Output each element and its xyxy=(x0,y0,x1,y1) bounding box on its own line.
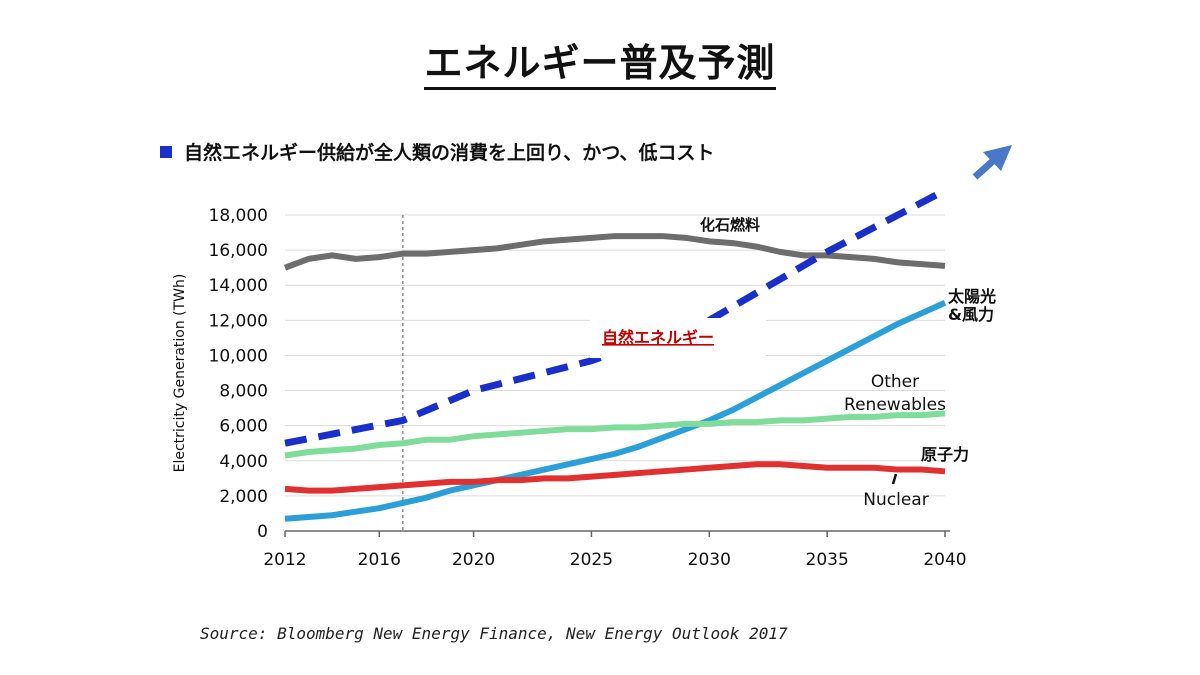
x-tick-label: 2016 xyxy=(358,550,401,570)
series-line-nuclear xyxy=(284,461,946,494)
series-line-solar_wind xyxy=(284,300,947,522)
label-fossil: 化石燃料 xyxy=(700,216,760,234)
bullet-text: 自然エネルギー供給が全人類の消費を上回り、かつ、低コスト xyxy=(184,142,715,164)
y-tick-label: 10,000 xyxy=(209,346,268,366)
x-tick-label: 2020 xyxy=(452,550,495,570)
y-tick-label: 4,000 xyxy=(219,452,268,472)
bullet-square-icon xyxy=(160,145,172,158)
x-tick-label: 2040 xyxy=(923,550,966,570)
x-tick-label: 2012 xyxy=(263,550,306,570)
y-tick-label: 18,000 xyxy=(209,206,268,226)
trend-arrow-icon xyxy=(983,145,1012,171)
y-tick-label: 14,000 xyxy=(209,276,268,296)
y-axis-label: Electricity Generation (TWh) xyxy=(172,274,188,473)
y-tick-label: 0 xyxy=(257,522,268,542)
label-renewable-trend: 自然エネルギー xyxy=(602,328,714,347)
y-tick-label: 12,000 xyxy=(209,311,268,331)
y-tick-label: 8,000 xyxy=(219,382,268,402)
slide-title-text: エネルギー普及予測 xyxy=(424,41,776,90)
series-line-other_renewables xyxy=(284,410,946,459)
slide-title: エネルギー普及予測 xyxy=(0,32,1200,90)
y-tick-label: 2,000 xyxy=(219,487,268,507)
bullet-point: 自然エネルギー供給が全人類の消費を上回り、かつ、低コスト xyxy=(160,138,714,165)
label-solar-wind-1: 太陽光 xyxy=(947,287,996,306)
series-line-renewable_trend xyxy=(284,187,947,447)
y-tick-label: 6,000 xyxy=(219,417,268,437)
label-nuclear-jp: 原子力 xyxy=(921,445,969,464)
x-tick-label: 2025 xyxy=(570,550,613,570)
trend-arrow-shaft xyxy=(972,157,997,180)
label-nuclear-en: Nuclear xyxy=(863,490,928,510)
label-solar-wind-2: &風力 xyxy=(948,305,994,324)
x-tick-label: 2030 xyxy=(688,550,731,570)
trend-label-bg xyxy=(590,318,766,358)
x-tick-label: 2035 xyxy=(806,550,849,570)
y-tick-label: 16,000 xyxy=(209,241,268,261)
series-line-fossil xyxy=(283,233,946,271)
source-note: Source: Bloomberg New Energy Finance, Ne… xyxy=(200,624,788,643)
label-other-1: Other xyxy=(871,372,919,392)
label-other-2: Renewables xyxy=(844,395,946,415)
nuclear-pointer xyxy=(891,473,898,485)
